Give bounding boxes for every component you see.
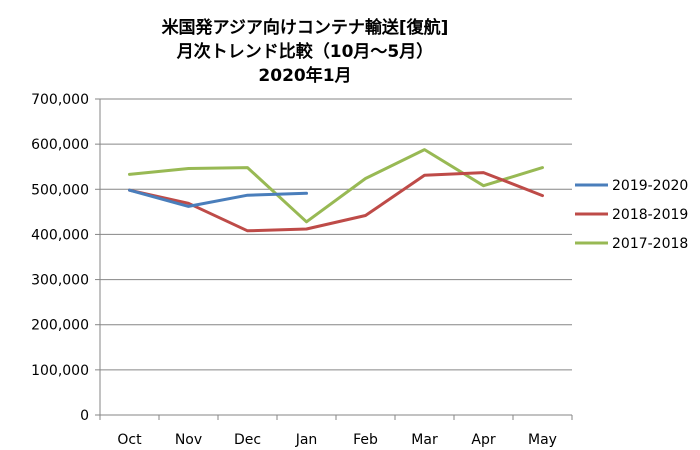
y-tick-label: 200,000 [31, 318, 89, 334]
y-tick-label: 300,000 [31, 273, 89, 289]
legend-item: 2018-2019 [575, 207, 688, 223]
y-tick-label: 600,000 [31, 137, 89, 153]
series-line-2019-2020 [128, 188, 308, 208]
series-line-2018-2019 [128, 171, 544, 233]
chart-title: 米国発アジア向けコンテナ輸送[復航] 月次トレンド比較（10月～5月） 2020… [162, 17, 449, 86]
x-tick-label: Dec [234, 432, 261, 448]
y-tick-label: 500,000 [31, 182, 89, 198]
x-tick-label: Feb [353, 432, 378, 448]
y-tick-label: 700,000 [31, 92, 89, 108]
y-tick-label: 100,000 [31, 363, 89, 379]
series-line-2017-2018 [128, 148, 544, 224]
axes [95, 98, 573, 420]
x-tick-label: May [528, 432, 557, 448]
x-tick-label: Mar [411, 432, 438, 448]
legend-label: 2019-2020 [612, 178, 688, 194]
legend: 2019-2020 2018-2019 2017-2018 [575, 178, 688, 252]
y-axis-tick-labels: 0 100,000 200,000 300,000 400,000 500,000 600,… [31, 92, 89, 424]
series-lines [128, 148, 544, 233]
gridlines [100, 98, 572, 371]
legend-item: 2019-2020 [575, 178, 688, 194]
legend-item: 2017-2018 [575, 236, 688, 252]
x-tick-label: Oct [117, 432, 142, 448]
x-tick-label: Jan [295, 432, 318, 448]
y-tick-label: 400,000 [31, 227, 89, 243]
legend-label: 2018-2019 [612, 207, 688, 223]
x-axis-tick-labels: Oct Nov Dec Jan Feb Mar Apr May [117, 432, 557, 448]
chart-title-line-3: 2020年1月 [258, 65, 351, 86]
legend-label: 2017-2018 [612, 236, 688, 252]
x-tick-label: Nov [175, 432, 202, 448]
chart-title-line-1: 米国発アジア向けコンテナ輸送[復航] [162, 17, 449, 38]
chart-title-line-2: 月次トレンド比較（10月～5月） [176, 41, 434, 62]
y-tick-label: 0 [80, 408, 89, 424]
x-tick-label: Apr [471, 432, 495, 448]
